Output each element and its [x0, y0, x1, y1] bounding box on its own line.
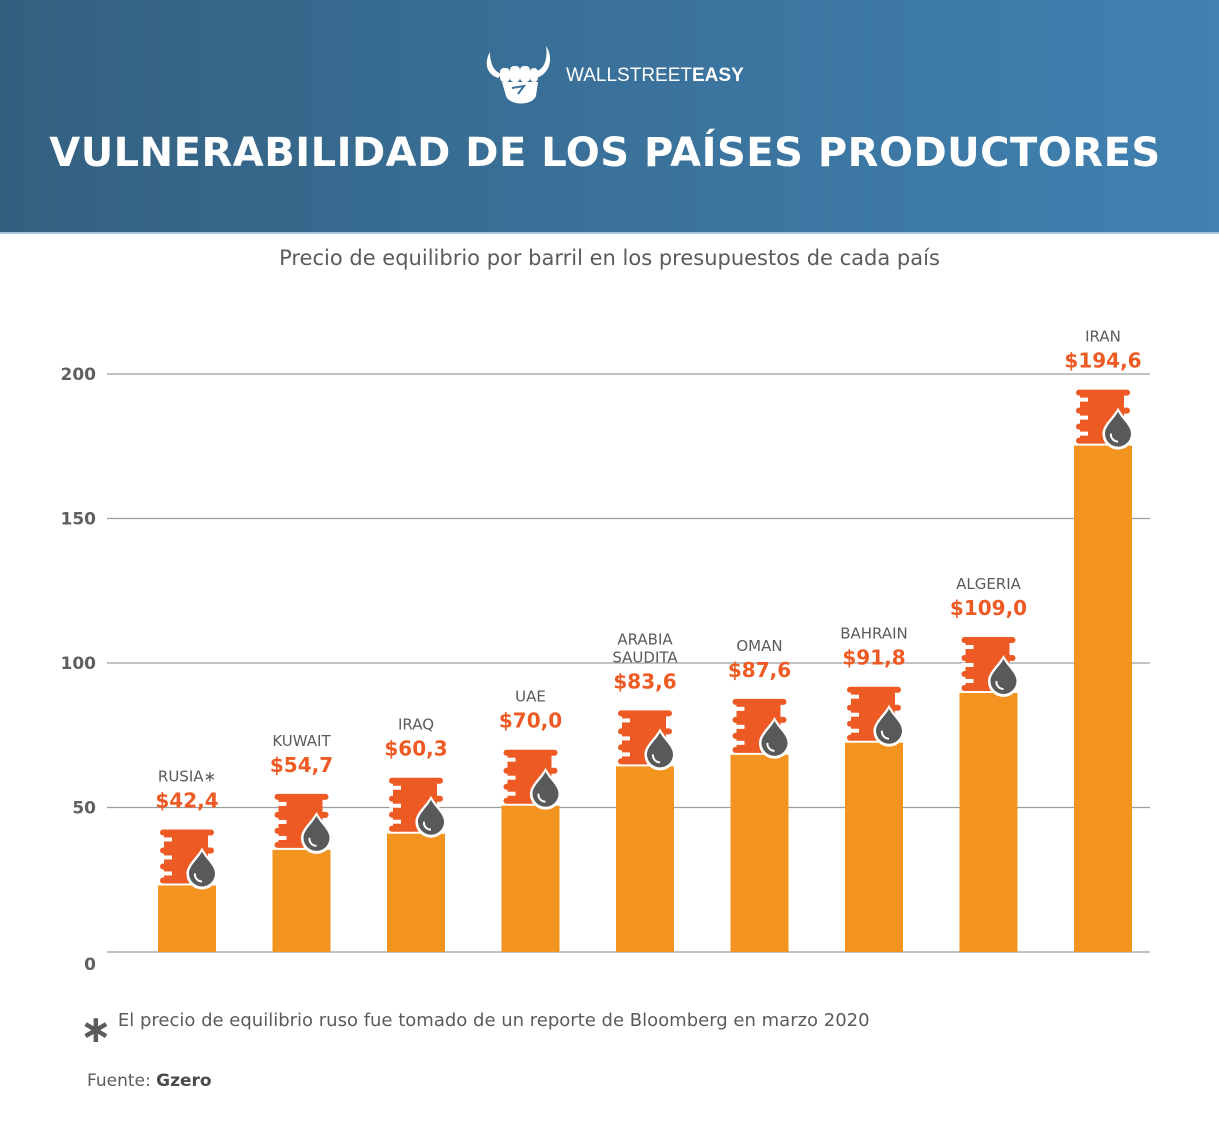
- country-label: ARABIA: [617, 630, 673, 648]
- oil-drop-icon: [529, 767, 562, 810]
- brand-name-bold: EASY: [692, 65, 744, 86]
- value-label: $194,6: [1064, 349, 1141, 373]
- oil-drop-icon: [1102, 407, 1134, 450]
- country-label: UAE: [515, 688, 546, 706]
- bar: [959, 692, 1018, 952]
- bar: [501, 805, 560, 952]
- brand-logo: WALLSTREETEASY: [484, 44, 744, 108]
- oil-drop-icon: [415, 795, 447, 838]
- source-label: Fuente:: [87, 1071, 151, 1091]
- value-label: $109,0: [950, 596, 1027, 620]
- value-label: $91,8: [842, 646, 905, 670]
- brand-name-light: WALLSTREET: [566, 65, 692, 86]
- oil-barrel-icon: [961, 636, 1016, 691]
- chart-subtitle: Precio de equilibrio por barril en los p…: [279, 246, 940, 270]
- page-title: VULNERABILIDAD DE LOS PAÍSES PRODUCTORES: [49, 130, 1161, 176]
- oil-drop-icon: [987, 654, 1020, 697]
- footnote-text: El precio de equilibrio ruso fue tomado …: [117, 1010, 870, 1031]
- bar: [730, 754, 789, 952]
- oil-drop-icon: [186, 847, 218, 890]
- value-label: $83,6: [613, 669, 676, 693]
- value-label: $87,6: [728, 658, 791, 682]
- bar: [387, 833, 445, 952]
- bull-fist-logo-icon: [486, 46, 551, 104]
- value-label: $70,0: [499, 709, 562, 733]
- y-tick-label: 50: [72, 799, 96, 819]
- value-label: $60,3: [384, 737, 447, 761]
- oil-drop-icon: [644, 728, 676, 771]
- y-tick-label: 100: [61, 654, 97, 674]
- country-label: RUSIA∗: [158, 767, 216, 785]
- bar: [272, 849, 331, 952]
- country-label: SAUDITA: [612, 648, 678, 666]
- bar: [616, 766, 674, 952]
- source-line: Fuente: Gzero: [87, 1071, 212, 1091]
- y-tick-label: 0: [84, 955, 96, 975]
- header-banner: WALLSTREETEASY VULNERABILIDAD DE LOS PAÍ…: [0, 0, 1219, 234]
- country-label: KUWAIT: [272, 732, 331, 750]
- y-tick-label: 200: [61, 365, 97, 385]
- value-label: $54,7: [270, 753, 333, 777]
- country-label: BAHRAIN: [840, 625, 908, 643]
- asterisk-icon: ∗: [80, 1006, 112, 1051]
- oil-drop-icon: [873, 704, 905, 747]
- bar: [158, 885, 216, 952]
- country-label: ALGERIA: [956, 575, 1022, 593]
- brand-name: WALLSTREETEASY: [566, 65, 744, 87]
- y-tick-label: 150: [61, 510, 97, 530]
- value-label: $42,4: [155, 788, 218, 812]
- bar: [1074, 445, 1132, 952]
- country-label: OMAN: [736, 637, 782, 655]
- country-label: IRAQ: [398, 716, 434, 734]
- oil-drop-icon: [758, 716, 791, 759]
- oil-drop-icon: [300, 811, 333, 854]
- source-name: Gzero: [156, 1071, 212, 1091]
- bar: [845, 742, 903, 952]
- footnote: ∗ El precio de equilibrio ruso fue tomad…: [80, 1010, 870, 1048]
- country-label: IRAN: [1085, 328, 1121, 346]
